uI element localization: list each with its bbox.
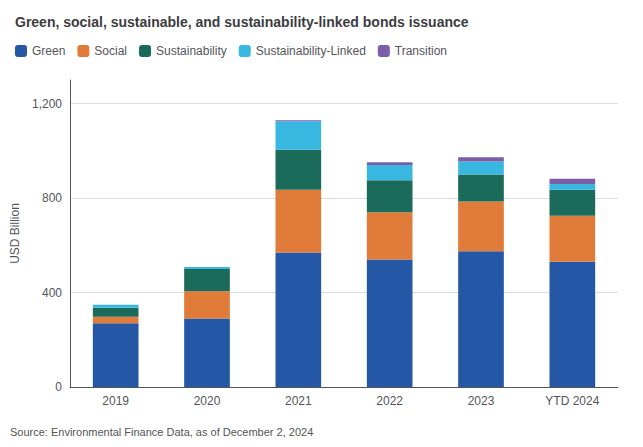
svg-text:Source: Environmental Finance: Source: Environmental Finance Data, as o…: [10, 426, 313, 438]
svg-text:2019: 2019: [102, 394, 129, 408]
svg-text:2020: 2020: [194, 394, 221, 408]
svg-text:Green, social, sustainable, an: Green, social, sustainable, and sustaina…: [15, 14, 469, 30]
svg-text:0: 0: [55, 380, 62, 394]
svg-text:800: 800: [42, 191, 62, 205]
svg-text:USD Billion: USD Billion: [8, 203, 22, 264]
svg-text:Sustainability-Linked: Sustainability-Linked: [256, 44, 366, 58]
svg-text:2022: 2022: [376, 394, 403, 408]
svg-text:Transition: Transition: [395, 44, 447, 58]
svg-text:Sustainability: Sustainability: [156, 44, 227, 58]
svg-text:2023: 2023: [468, 394, 495, 408]
svg-text:Social: Social: [94, 44, 127, 58]
svg-text:2021: 2021: [285, 394, 312, 408]
svg-text:400: 400: [42, 286, 62, 300]
svg-text:1,200: 1,200: [32, 97, 62, 111]
svg-text:YTD 2024: YTD 2024: [545, 394, 599, 408]
svg-text:Green: Green: [32, 44, 65, 58]
